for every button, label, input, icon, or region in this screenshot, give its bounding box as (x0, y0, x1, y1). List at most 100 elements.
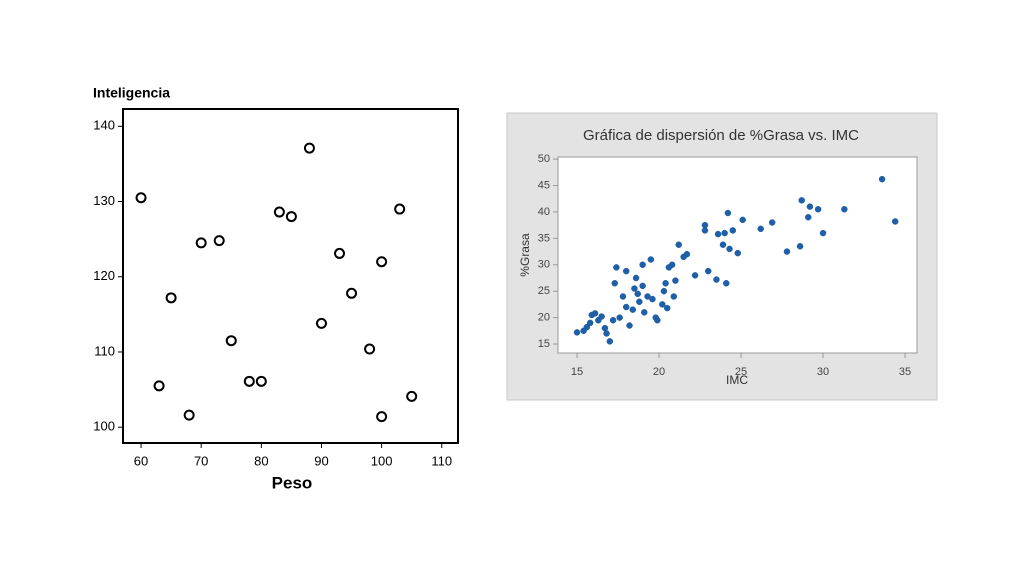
y-tick-label: 130 (93, 193, 115, 208)
data-point (135, 192, 147, 204)
data-point (364, 343, 376, 355)
data-point (598, 313, 605, 320)
y-tick-label: 100 (93, 419, 115, 434)
x-tick-label: 80 (254, 453, 268, 468)
data-point (613, 264, 620, 271)
data-point (796, 243, 804, 250)
data-point (641, 309, 648, 316)
data-point (225, 335, 237, 347)
data-point (591, 310, 599, 317)
plot-area (122, 108, 459, 444)
data-point (609, 316, 617, 324)
data-point (639, 282, 646, 290)
data-point (798, 197, 805, 204)
data-point (619, 293, 627, 300)
y-tick-label: 140 (93, 118, 115, 133)
data-point (394, 203, 406, 215)
data-point (406, 390, 418, 402)
data-point (729, 227, 737, 234)
y-tick-label: 20 (538, 312, 550, 324)
chart-title: Gráfica de dispersión de %Grasa vs. IMC (583, 127, 859, 144)
data-point (603, 330, 610, 337)
data-point (662, 280, 669, 287)
data-point (647, 256, 655, 263)
data-point (721, 229, 728, 237)
data-point (644, 293, 651, 300)
data-point (243, 375, 255, 387)
data-point (255, 375, 267, 387)
y-tick-label: 120 (93, 268, 115, 283)
data-point (713, 276, 720, 283)
data-point (670, 293, 678, 300)
data-point (583, 323, 591, 331)
x-tick-label: 70 (194, 453, 208, 468)
x-tick-label: 20 (653, 366, 665, 378)
data-point (768, 219, 776, 226)
data-point (841, 206, 848, 213)
x-tick-label: 30 (817, 366, 829, 378)
data-point (675, 241, 682, 248)
data-point (606, 338, 614, 345)
y-tick-label: 25 (538, 285, 550, 297)
data-point (315, 317, 327, 329)
data-point (783, 248, 791, 255)
x-tick-label: 100 (371, 453, 393, 468)
data-point (616, 314, 623, 321)
data-point (626, 322, 633, 329)
data-point (376, 256, 388, 268)
x-axis-label: IMC (726, 373, 748, 387)
y-axis-label: Inteligencia (93, 85, 170, 101)
data-point (683, 250, 691, 258)
data-point (334, 247, 346, 259)
data-point (691, 272, 699, 279)
y-tick-label: 40 (538, 206, 550, 218)
data-point (806, 203, 814, 210)
data-point (819, 229, 827, 237)
data-point (757, 225, 764, 233)
data-point (660, 287, 668, 295)
x-tick-label: 90 (314, 453, 328, 468)
data-point (805, 213, 812, 221)
data-point (724, 209, 732, 217)
data-point (719, 241, 727, 248)
data-point (891, 218, 899, 225)
data-point (649, 295, 656, 303)
data-point (701, 221, 709, 229)
x-tick-label: 15 (571, 366, 583, 378)
y-tick-label: 15 (538, 338, 550, 350)
data-point (611, 280, 618, 287)
data-point (195, 237, 207, 249)
data-point (663, 304, 671, 312)
x-tick-label: 35 (899, 366, 911, 378)
data-point (734, 249, 741, 257)
data-point (726, 245, 733, 253)
data-point (629, 306, 637, 313)
data-point (714, 230, 722, 238)
data-point (376, 411, 388, 423)
data-point (153, 380, 165, 392)
data-point (632, 274, 640, 282)
data-point (346, 287, 358, 299)
data-point (634, 290, 641, 298)
x-axis-label: Peso (272, 473, 313, 492)
data-point (739, 216, 746, 224)
data-point (285, 211, 297, 223)
data-point (814, 206, 822, 213)
data-point (273, 206, 285, 218)
x-tick-label: 60 (134, 453, 148, 468)
data-point (878, 175, 886, 183)
y-tick-label: 45 (538, 179, 550, 191)
data-point (303, 142, 315, 154)
data-point (213, 235, 225, 247)
y-tick-label: 30 (538, 259, 550, 271)
y-tick-label: 50 (538, 153, 550, 165)
x-tick-label: 25 (735, 366, 747, 378)
data-point (704, 267, 712, 275)
data-point (723, 280, 730, 287)
y-axis-label: %Grasa (518, 233, 532, 277)
data-point (631, 285, 638, 292)
data-point (622, 267, 630, 275)
y-tick-label: 35 (538, 232, 550, 244)
data-point (573, 329, 581, 336)
data-point (672, 277, 679, 284)
